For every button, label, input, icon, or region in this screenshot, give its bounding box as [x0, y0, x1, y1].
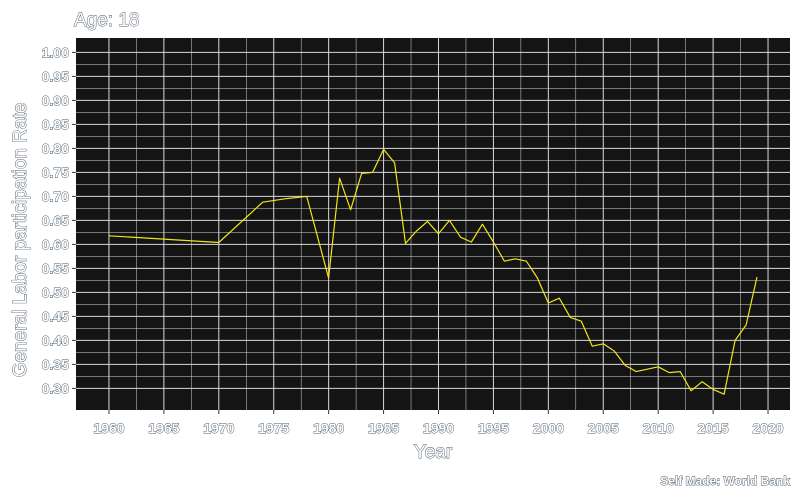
- x-tick-label: 1970: [203, 420, 234, 436]
- x-tick-label: 2010: [643, 420, 674, 436]
- x-tick-label: 1995: [478, 420, 509, 436]
- x-tick-label: 1990: [423, 420, 454, 436]
- chart-title: Age: 18: [74, 10, 140, 31]
- y-tick-label: 0.45: [42, 308, 69, 324]
- x-tick-label: 1960: [93, 420, 124, 436]
- y-tick-label: 0.30: [42, 380, 69, 396]
- major-grid: [76, 38, 790, 410]
- y-tick-label: 0.65: [42, 212, 69, 228]
- y-tick-label: 0.70: [42, 188, 69, 204]
- y-axis-ticks: 0.30 0.35 0.40 0.45 0.50 0.55 0.60 0.65 0.70 0.75…: [41, 44, 76, 397]
- y-tick-label: 1.00: [42, 44, 69, 60]
- y-tick-label: 0.40: [42, 332, 69, 348]
- x-tick-label: 1965: [148, 420, 179, 436]
- x-axis-label: Year: [414, 442, 453, 463]
- y-axis-label: General Labor participation Rate: [10, 103, 31, 378]
- plot-panel: [76, 38, 790, 410]
- y-tick-label: 0.55: [42, 260, 69, 276]
- x-tick-label: 2000: [533, 420, 564, 436]
- y-tick-label: 0.35: [42, 356, 69, 372]
- x-tick-label: 2005: [588, 420, 619, 436]
- series-line: [108, 148, 758, 395]
- x-tick-label: 1975: [258, 420, 289, 436]
- y-tick-label: 0.75: [42, 164, 69, 180]
- series-layer: [108, 148, 758, 395]
- y-tick-label: 0.60: [42, 236, 69, 252]
- y-tick-label: 0.80: [42, 140, 69, 156]
- y-tick-label: 0.90: [42, 92, 69, 108]
- x-tick-label: 2020: [752, 420, 783, 436]
- x-tick-label: 1980: [313, 420, 344, 436]
- x-tick-label: 1985: [368, 420, 399, 436]
- x-axis-ticks: 1960 1965 1970 1975 1980 1985 1990 1995 2000 2005…: [93, 410, 784, 436]
- y-tick-label: 0.50: [42, 284, 69, 300]
- y-tick-label: 0.95: [42, 68, 69, 84]
- source-caption: Self Made: World Bank: [660, 474, 790, 488]
- x-tick-label: 2015: [698, 420, 729, 436]
- y-tick-label: 0.85: [42, 116, 69, 132]
